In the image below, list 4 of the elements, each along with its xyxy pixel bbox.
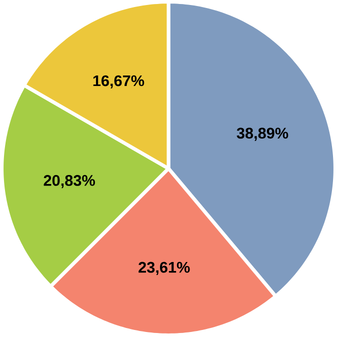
data-label: 20,83% [44,175,95,188]
data-label: 16,67% [93,75,144,88]
data-label: 23,61% [138,262,190,275]
data-label: 38,89% [236,128,288,141]
